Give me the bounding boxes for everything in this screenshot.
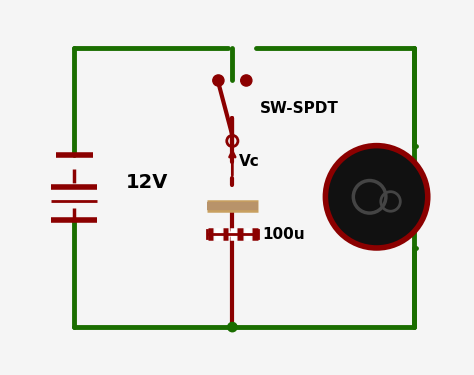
Circle shape <box>326 146 428 248</box>
Text: SW-SPDT: SW-SPDT <box>260 101 339 116</box>
Circle shape <box>213 75 224 86</box>
Circle shape <box>241 75 252 86</box>
Text: 12V: 12V <box>125 173 168 192</box>
Circle shape <box>228 322 237 332</box>
Text: Vc: Vc <box>239 154 260 170</box>
Text: 100u: 100u <box>263 226 305 242</box>
